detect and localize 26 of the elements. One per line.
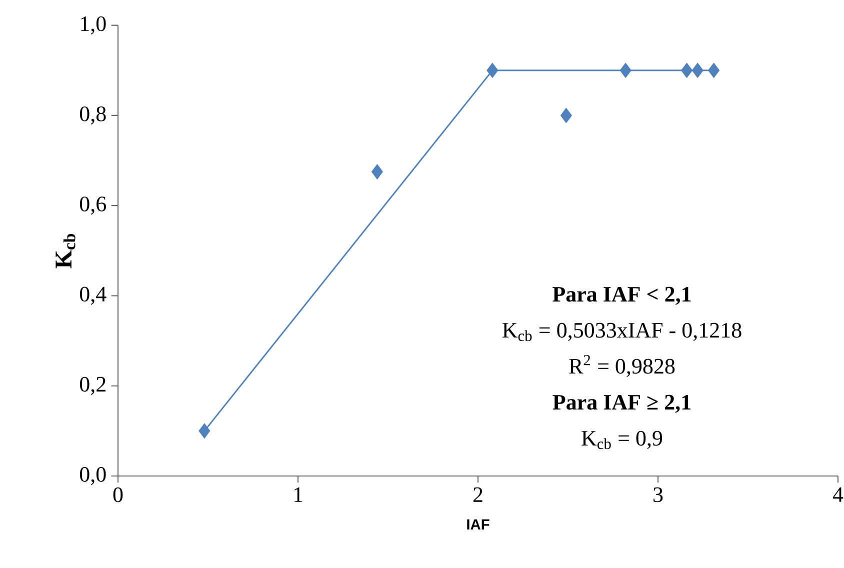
y-tick-label: 1,0 xyxy=(81,16,106,34)
x-tick-label: 3 xyxy=(654,487,663,502)
y-tick-label: 0,4 xyxy=(80,286,106,305)
x-tick-label: 2 xyxy=(473,487,482,502)
y-tick-label: 0,2 xyxy=(80,376,106,395)
point xyxy=(708,62,720,78)
y-tick-label: 0,0 xyxy=(80,466,106,485)
annotation: R$^{2}$ = 0,9828 xyxy=(569,354,675,377)
y-tick-label: 0,6 xyxy=(80,196,106,215)
annotation: Para IAF < 2,1 xyxy=(552,286,691,305)
point xyxy=(198,423,210,439)
y-axis-title: K$_{cb}$ xyxy=(56,234,76,268)
point xyxy=(681,62,693,78)
x-tick-label: 4 xyxy=(832,487,844,502)
point xyxy=(560,108,572,124)
x-tick-label: 1 xyxy=(294,487,302,502)
x-axis-title: IAF xyxy=(467,519,490,530)
point xyxy=(620,62,632,78)
point xyxy=(486,62,498,78)
x-tick-label: 0 xyxy=(113,487,123,502)
y-tick-label: 0,8 xyxy=(80,106,106,124)
annotation: K$_{cb}$ = 0,5033xIAF - 0,1218 xyxy=(502,322,742,342)
point xyxy=(371,164,383,180)
annotation: Para IAF ≥ 2,1 xyxy=(552,394,690,413)
point xyxy=(692,62,704,78)
annotation: K$_{cb}$ = 0,9 xyxy=(582,430,662,450)
